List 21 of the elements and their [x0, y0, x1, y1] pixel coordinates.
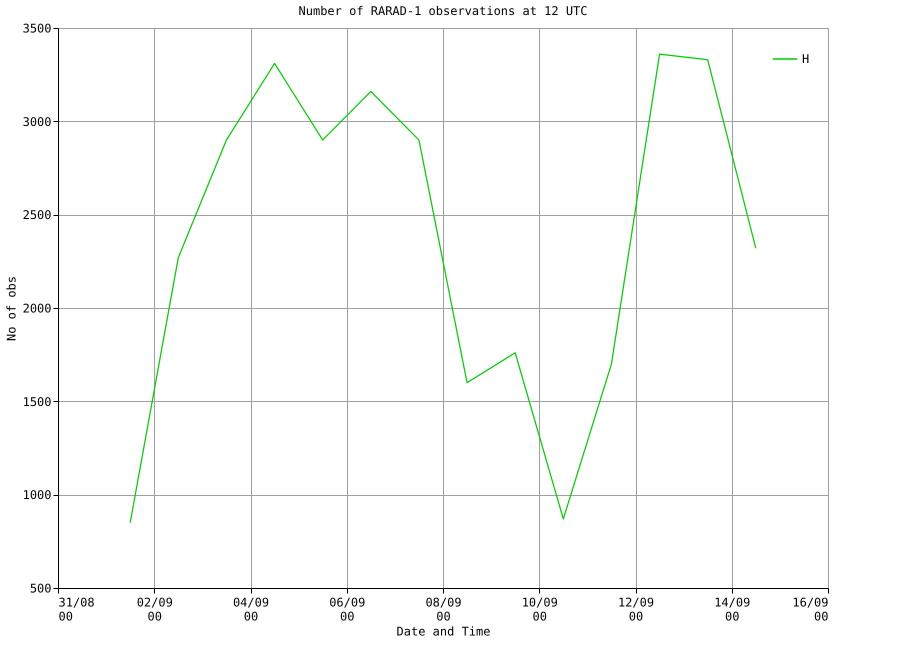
line-series	[130, 54, 756, 524]
x-tick-label: 31/08 00	[58, 596, 95, 624]
chart-title: Number of RARAD-1 observations at 12 UTC	[298, 4, 588, 18]
x-tick-label: 16/09 00	[792, 596, 828, 624]
x-axis-title: Date and Time	[396, 624, 490, 638]
x-tick-label: 04/09 00	[232, 596, 270, 624]
y-tick-label: 3500	[22, 22, 52, 36]
x-tick-label: 02/09 00	[136, 596, 173, 624]
x-tick-label: 12/09 00	[618, 596, 654, 624]
y-tick-label: 2500	[22, 208, 52, 222]
legend-label: H	[802, 52, 810, 66]
y-tick-label: 3000	[22, 114, 52, 129]
y-tick-label: 1000	[22, 488, 52, 502]
y-tick-label: 1500	[22, 394, 52, 409]
x-tick-label: 14/09 00	[714, 596, 750, 624]
y-tick-label: 500	[30, 582, 52, 596]
y-tick-label: 2000	[22, 302, 52, 316]
y-axis-title: No of obs	[4, 276, 19, 342]
x-tick-label: 10/09 00	[522, 596, 558, 624]
x-tick-label: 08/09 00	[425, 596, 462, 624]
x-tick-label: 06/09 00	[329, 596, 366, 624]
